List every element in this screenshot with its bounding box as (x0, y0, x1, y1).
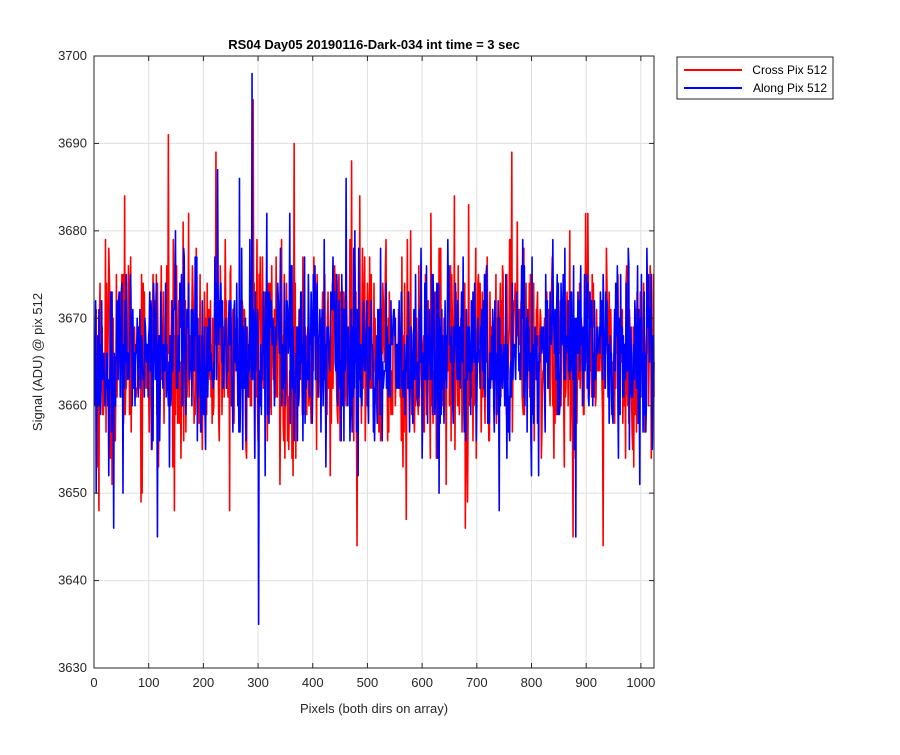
y-tick-label: 3630 (58, 660, 87, 675)
y-tick-label: 3640 (58, 573, 87, 588)
x-tick-label: 0 (90, 675, 97, 690)
y-tick-label: 3700 (58, 48, 87, 63)
x-axis-label: Pixels (both dirs on array) (300, 701, 448, 716)
x-tick-label: 900 (575, 675, 597, 690)
y-tick-label: 3670 (58, 310, 87, 325)
axes-box (93, 55, 655, 669)
legend: Cross Pix 512 Along Pix 512 (676, 56, 834, 100)
x-tick-label: 600 (411, 675, 433, 690)
series-line-along-pix-512 (93, 72, 655, 626)
x-tick-label: 1000 (626, 675, 655, 690)
x-tick-label: 300 (247, 675, 269, 690)
y-tick-label: 3680 (58, 223, 87, 238)
x-tick-label: 200 (193, 675, 215, 690)
legend-box (676, 56, 834, 100)
x-tick-label: 800 (521, 675, 543, 690)
x-tick-label: 500 (357, 675, 379, 690)
x-tick-label: 100 (138, 675, 160, 690)
legend-label-cross: Cross Pix 512 (752, 63, 827, 77)
x-tick-label: 400 (302, 675, 324, 690)
legend-label-along: Along Pix 512 (753, 81, 827, 95)
ticks: 0 100 200 300 400 500 600 700 800 900 1000 3630 3640… (58, 48, 655, 690)
y-tick-label: 3650 (58, 485, 87, 500)
x-tick-label: 700 (466, 675, 488, 690)
data-lines (93, 72, 655, 626)
y-tick-label: 3690 (58, 135, 87, 150)
chart-title: RS04 Day05 20190116-Dark-034 int time = … (228, 37, 520, 52)
y-tick-label: 3660 (58, 398, 87, 413)
y-axis-label: Signal (ADU) @ pix 512 (30, 293, 45, 431)
